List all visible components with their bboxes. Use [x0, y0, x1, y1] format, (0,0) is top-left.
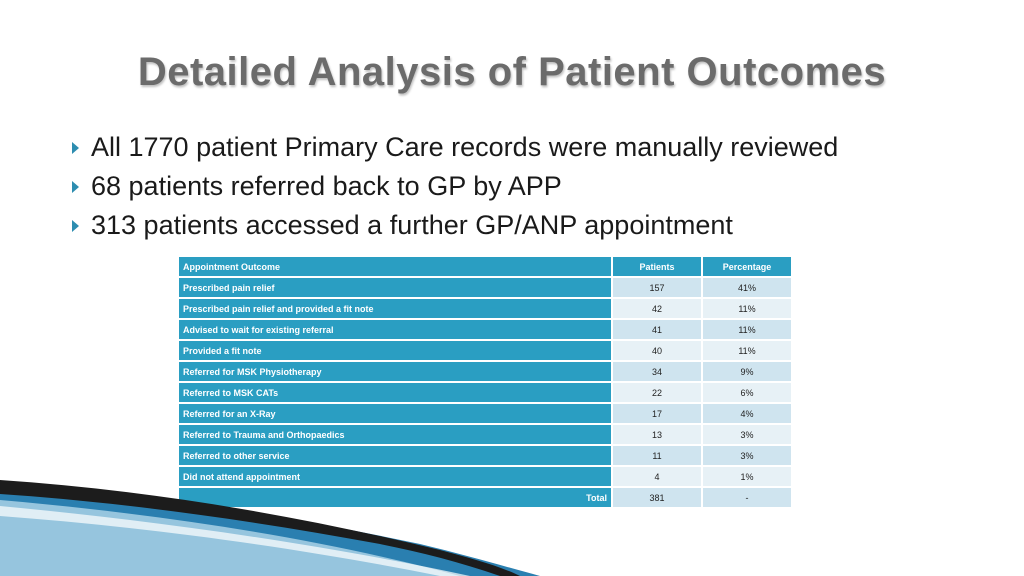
outcome-cell: Referred to other service	[179, 446, 613, 467]
bullet-item: 313 patients accessed a further GP/ANP a…	[70, 206, 970, 245]
swoosh-white-gap	[0, 506, 470, 576]
triangle-bullet-icon	[72, 219, 79, 232]
patients-cell: 41	[613, 320, 703, 341]
bullet-text: 68 patients referred back to GP by APP	[91, 171, 562, 201]
percentage-cell: 11%	[703, 341, 793, 362]
table-row: Prescribed pain relief and provided a fi…	[179, 299, 793, 320]
patients-cell: 13	[613, 425, 703, 446]
percentage-cell: 11%	[703, 299, 793, 320]
percentage-cell: 3%	[703, 425, 793, 446]
outcome-cell: Referred to MSK CATs	[179, 383, 613, 404]
patients-cell: 4	[613, 467, 703, 488]
percentage-cell: 4%	[703, 404, 793, 425]
patients-cell: 42	[613, 299, 703, 320]
outcome-cell: Did not attend appointment	[179, 467, 613, 488]
outcome-cell: Prescribed pain relief and provided a fi…	[179, 299, 613, 320]
outcome-cell: Provided a fit note	[179, 341, 613, 362]
bullet-item: All 1770 patient Primary Care records we…	[70, 128, 970, 167]
table-row: Referred for an X-Ray 17 4%	[179, 404, 793, 425]
table-row: Referred to Trauma and Orthopaedics 13 3…	[179, 425, 793, 446]
outcome-cell: Referred for MSK Physiotherapy	[179, 362, 613, 383]
bullet-text: 313 patients accessed a further GP/ANP a…	[91, 210, 733, 240]
decorative-swoosh	[0, 480, 540, 576]
table-row: Did not attend appointment 4 1%	[179, 467, 793, 488]
table-row: Referred to other service 11 3%	[179, 446, 793, 467]
triangle-bullet-icon	[72, 180, 79, 193]
percentage-cell: 41%	[703, 278, 793, 299]
bullet-list: All 1770 patient Primary Care records we…	[70, 128, 970, 245]
outcome-cell: Advised to wait for existing referral	[179, 320, 613, 341]
percentage-cell: 1%	[703, 467, 793, 488]
patients-cell: 40	[613, 341, 703, 362]
table-row: Prescribed pain relief 157 41%	[179, 278, 793, 299]
outcome-cell: Referred for an X-Ray	[179, 404, 613, 425]
bullet-text: All 1770 patient Primary Care records we…	[91, 132, 839, 162]
slide-title: Detailed Analysis of Patient Outcomes	[137, 50, 887, 94]
table-row: Referred to MSK CATs 22 6%	[179, 383, 793, 404]
patients-cell: 22	[613, 383, 703, 404]
outcome-cell: Referred to Trauma and Orthopaedics	[179, 425, 613, 446]
header-percentage: Percentage	[703, 257, 793, 278]
percentage-cell: 6%	[703, 383, 793, 404]
total-label-cell: Total	[179, 488, 613, 509]
percentage-cell: 3%	[703, 446, 793, 467]
patients-cell: 157	[613, 278, 703, 299]
table-header-row: Appointment Outcome Patients Percentage	[179, 257, 793, 278]
total-percentage-cell: -	[703, 488, 793, 509]
outcomes-table: Appointment Outcome Patients Percentage …	[179, 257, 793, 509]
table-row: Advised to wait for existing referral 41…	[179, 320, 793, 341]
bullet-item: 68 patients referred back to GP by APP	[70, 167, 970, 206]
patients-cell: 34	[613, 362, 703, 383]
table-row: Provided a fit note 40 11%	[179, 341, 793, 362]
triangle-bullet-icon	[72, 141, 79, 154]
header-appointment-outcome: Appointment Outcome	[179, 257, 613, 278]
percentage-cell: 11%	[703, 320, 793, 341]
patients-cell: 17	[613, 404, 703, 425]
header-patients: Patients	[613, 257, 703, 278]
table-row: Referred for MSK Physiotherapy 34 9%	[179, 362, 793, 383]
outcome-cell: Prescribed pain relief	[179, 278, 613, 299]
table-total-row: Total 381 -	[179, 488, 793, 509]
total-patients-cell: 381	[613, 488, 703, 509]
patients-cell: 11	[613, 446, 703, 467]
swoosh-dark-stroke	[0, 480, 520, 576]
percentage-cell: 9%	[703, 362, 793, 383]
